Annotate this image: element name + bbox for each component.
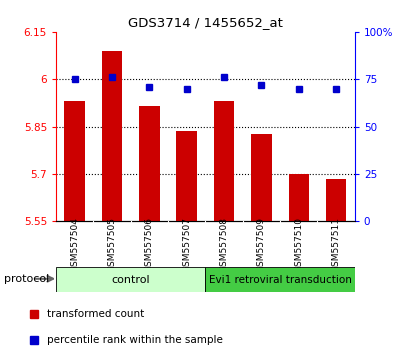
Text: transformed count: transformed count [47, 309, 145, 320]
Text: GSM557507: GSM557507 [182, 217, 191, 272]
Text: control: control [111, 275, 150, 285]
Bar [205, 267, 355, 292]
Bar [288, 174, 309, 221]
Bar [139, 106, 160, 221]
Bar [251, 135, 272, 221]
Bar [214, 101, 234, 221]
Bar [326, 179, 347, 221]
Text: GSM557506: GSM557506 [145, 217, 154, 272]
Text: percentile rank within the sample: percentile rank within the sample [47, 335, 223, 345]
Bar [56, 267, 205, 292]
Title: GDS3714 / 1455652_at: GDS3714 / 1455652_at [128, 16, 283, 29]
Text: GSM557504: GSM557504 [70, 217, 79, 272]
Bar [102, 51, 122, 221]
Text: GSM557505: GSM557505 [107, 217, 117, 272]
Text: Evi1 retroviral transduction: Evi1 retroviral transduction [209, 275, 352, 285]
Text: GSM557509: GSM557509 [257, 217, 266, 272]
Text: GSM557508: GSM557508 [220, 217, 229, 272]
Bar [176, 131, 197, 221]
Text: GSM557510: GSM557510 [294, 217, 303, 272]
Text: protocol: protocol [4, 274, 49, 284]
Text: GSM557511: GSM557511 [332, 217, 341, 272]
Bar [64, 101, 85, 221]
